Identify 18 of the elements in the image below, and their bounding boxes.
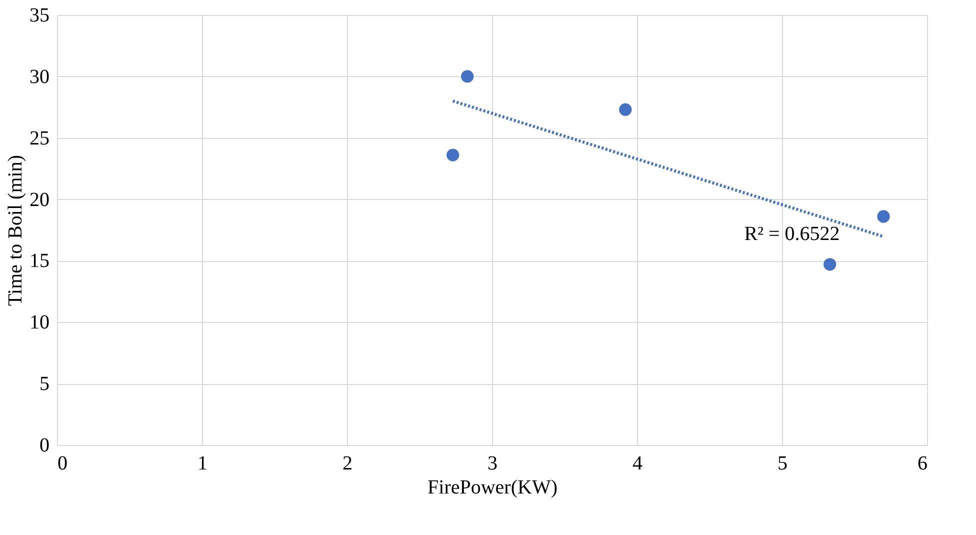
- y-tick-label: 15: [30, 250, 50, 272]
- x-tick-label: 5: [778, 452, 788, 474]
- x-tick-label: 4: [632, 452, 642, 474]
- annotation: R² = 0.6522: [744, 223, 840, 245]
- y-tick-label: 0: [40, 434, 50, 456]
- x-tick-label: 3: [488, 452, 498, 474]
- y-tick-label: 25: [30, 127, 50, 150]
- y-tick-label: 10: [30, 312, 50, 334]
- y-tick-label: 20: [30, 188, 50, 211]
- y-tick-label: 5: [40, 373, 50, 396]
- x-tick-label: 1: [198, 452, 208, 474]
- y-axis-title: Time to Boil (min): [4, 155, 26, 306]
- y-tick-label: 30: [30, 66, 50, 88]
- x-tick-label: 2: [342, 452, 352, 474]
- x-tick-label: 0: [58, 452, 68, 474]
- x-axis-title: FirePower(KW): [428, 476, 558, 498]
- y-tick-label: 35: [30, 4, 50, 26]
- x-tick-label: 6: [918, 452, 928, 474]
